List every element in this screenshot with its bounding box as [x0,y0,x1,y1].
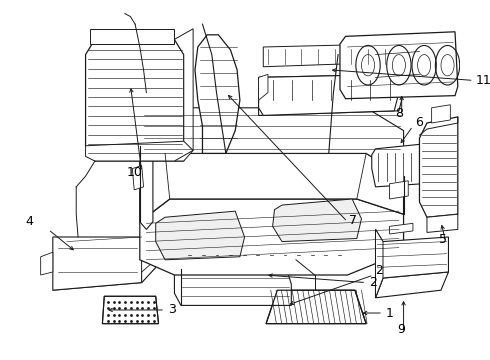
Polygon shape [272,199,362,242]
Polygon shape [259,75,399,116]
Polygon shape [372,144,424,187]
Polygon shape [432,105,450,123]
Text: 11: 11 [476,74,490,87]
Polygon shape [86,141,193,161]
Text: 8: 8 [395,107,403,120]
Polygon shape [140,93,404,176]
Text: 1: 1 [386,306,393,320]
Polygon shape [140,146,404,222]
Text: 3: 3 [168,303,176,316]
Text: 4: 4 [25,215,33,228]
Polygon shape [419,117,458,217]
Text: 2: 2 [369,276,377,289]
Text: 9: 9 [397,323,405,336]
Polygon shape [375,272,448,298]
Polygon shape [102,296,159,324]
Polygon shape [174,269,292,305]
Text: 6: 6 [415,117,423,130]
Polygon shape [142,244,156,272]
Polygon shape [53,237,142,290]
Polygon shape [259,75,404,116]
Polygon shape [90,29,174,44]
Text: 10: 10 [126,166,142,179]
Polygon shape [53,267,156,290]
Polygon shape [156,211,245,260]
Polygon shape [132,105,144,126]
Text: 2: 2 [375,264,383,277]
Polygon shape [375,229,383,298]
Polygon shape [266,290,366,324]
Polygon shape [41,252,53,275]
Polygon shape [390,223,413,234]
Polygon shape [137,80,159,229]
Polygon shape [195,35,240,153]
Polygon shape [427,214,458,233]
Polygon shape [259,75,268,100]
Polygon shape [140,199,404,275]
Polygon shape [142,222,156,283]
Polygon shape [340,32,458,99]
Polygon shape [132,166,144,190]
Text: 7: 7 [349,214,357,227]
Text: 5: 5 [439,233,447,246]
Polygon shape [375,229,448,298]
Polygon shape [86,39,184,161]
Polygon shape [390,181,408,199]
Polygon shape [263,44,394,67]
Polygon shape [174,29,193,161]
